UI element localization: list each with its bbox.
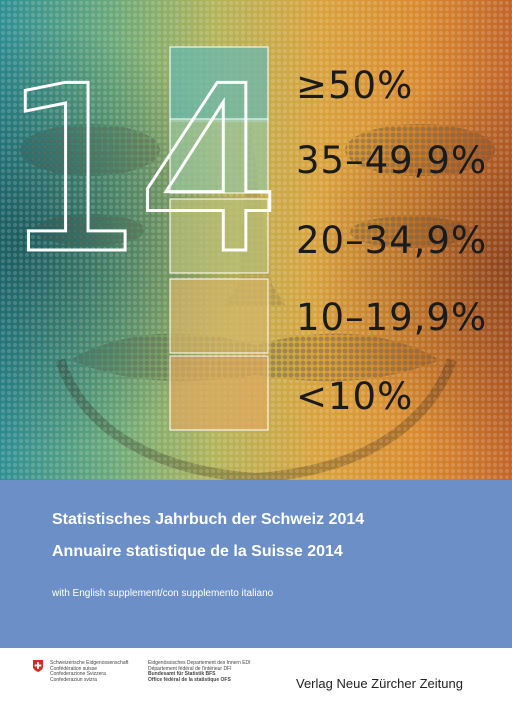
legend-label-5: <10% (296, 375, 414, 418)
title-band (0, 480, 512, 648)
legend-label-2: 35–49,9% (296, 139, 488, 182)
big-number-outline: 14 (0, 38, 273, 305)
legend-swatch-5 (169, 355, 269, 431)
department-line-de: Eidgenössisches Departement des Innern E… (148, 660, 251, 666)
legend-label-1: ≥50% (296, 64, 414, 107)
office-line-fr: Office fédéral de la statistique OFS (148, 676, 231, 683)
supplement-note: with English supplement/con supplemento … (52, 588, 274, 599)
legend-swatch-2 (169, 118, 269, 194)
legend-swatch-1 (169, 46, 269, 122)
title-german: Statistisches Jahrbuch der Schweiz 2014 (52, 511, 365, 528)
confederation-line-rm: Confederaziun svizra (50, 676, 97, 683)
department-line-fr: Département fédéral de l'intérieur DFI (148, 665, 232, 672)
title-french: Annuaire statistique de la Suisse 2014 (52, 543, 343, 560)
office-line-de: Bundesamt für Statistik BFS (148, 671, 216, 678)
confederation-line-de: Schweizerische Eidgenossenschaft (50, 660, 129, 666)
legend-label-4: 10–19,9% (296, 296, 488, 339)
legend-swatches (169, 46, 269, 431)
legend-label-3: 20–34,9% (296, 219, 488, 262)
publisher-name: Verlag Neue Zürcher Zeitung (296, 676, 463, 691)
face-dot-pattern: 14 (0, 0, 512, 480)
confederation-names: Schweizerische Eidgenossenschaft Confédé… (50, 660, 129, 683)
confederation-line-fr: Confédération suisse (50, 665, 97, 672)
cover-artwork: 14 ≥50% 35–49,9% 20–34,9% 10–19,9% <10% (0, 0, 512, 480)
confederation-line-it: Confederazione Svizzera (50, 671, 106, 678)
department-names: Eidgenössisches Departement des Innern E… (148, 660, 251, 683)
legend-swatch-4 (169, 278, 269, 354)
footer (0, 648, 512, 720)
swiss-crest-icon (33, 660, 43, 672)
legend-swatch-3 (169, 198, 269, 274)
